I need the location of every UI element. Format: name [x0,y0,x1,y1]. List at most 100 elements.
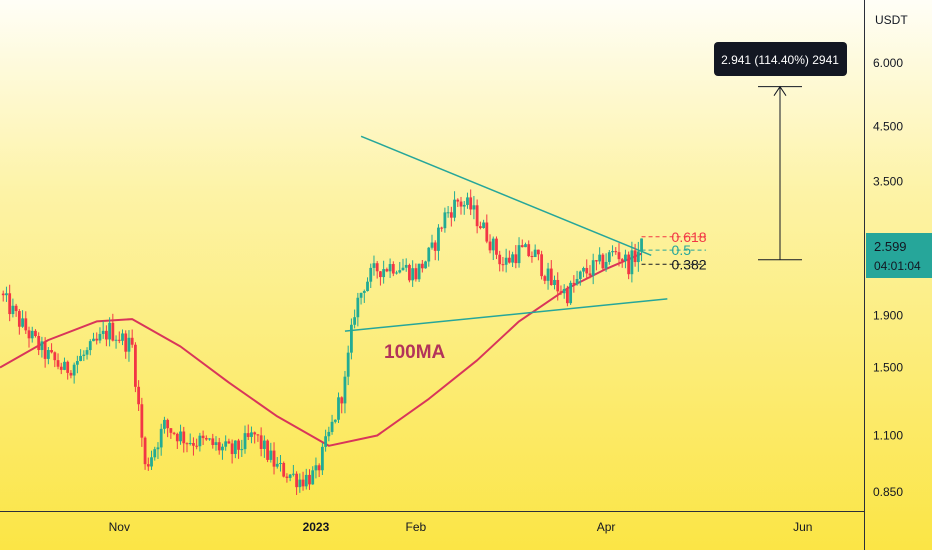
candle-body [466,197,469,205]
candle [308,469,311,490]
candle [372,255,376,276]
candle-body [214,442,218,445]
candle [250,426,253,444]
trendline-lower[interactable] [344,298,668,332]
current-price-value: 2.599 [874,239,907,254]
ma-line [0,252,642,447]
candle-body [69,372,73,376]
candle-body [475,205,479,227]
candle-body [636,251,640,263]
price-axis[interactable]: 6.000 4.500 3.500 1.900 1.500 1.100 0.850 [873,56,903,499]
candle-body [527,244,531,257]
time-axis[interactable]: Nov 2023 Feb Apr Jun [109,520,813,534]
candle-body [617,252,621,260]
ma-label: 100MA [384,342,446,363]
candle-body [414,268,418,280]
candle [430,234,434,250]
trendline-upper[interactable] [360,135,652,257]
candle-body [640,238,643,252]
candle-body [237,440,240,450]
candle [230,439,234,464]
candle [43,337,47,368]
candle-body [59,366,63,370]
candle [356,292,360,327]
candle [607,250,611,265]
candle [517,237,521,268]
candle [224,435,228,451]
candle-body [256,434,260,436]
candle-body [211,438,215,445]
candle-body [137,386,141,405]
candle-body [246,433,250,437]
candle-body [424,261,427,269]
fib-level: 0.382 [641,256,707,272]
candle [453,191,456,222]
candle-body [633,250,637,263]
candle [482,219,485,229]
candle-body [85,350,89,355]
candle-body [259,435,263,449]
candle-body [30,330,34,339]
price-tick-label: 6.000 [873,56,903,70]
candle-body [124,333,128,352]
candle-body [536,249,540,255]
candle [163,416,166,434]
candle [420,260,424,273]
candle-body [253,432,257,435]
candle [327,426,331,442]
candle-body [182,431,186,444]
candle [520,239,524,248]
candle [198,432,202,452]
price-tick-label: 4.500 [873,119,903,133]
candle-body [569,282,573,304]
time-tick-label: Jun [793,520,812,534]
candle [595,259,598,271]
candle [614,247,618,255]
candle [66,360,70,380]
candle-body [562,288,566,294]
candle [540,250,544,280]
candle [5,286,8,302]
candle-body [24,318,28,331]
candle [156,442,160,459]
candle [117,331,121,344]
candle-body [362,291,366,293]
candle [379,271,382,286]
candle [501,256,505,272]
candle [30,326,34,343]
candle [498,250,502,272]
candle [417,263,421,282]
candle [69,370,73,379]
fib-level: 0.5 [641,242,707,258]
candle [462,200,466,215]
candle-body [478,226,482,229]
candle-body [320,446,324,471]
candle-body [433,242,437,251]
candle [17,308,21,335]
candle-body [485,222,489,242]
candle [346,345,350,386]
candle-body [598,254,602,262]
candle-body [443,212,447,229]
candle [466,192,469,209]
candle-body [530,256,534,258]
candle [446,205,450,218]
measure-tool[interactable] [758,85,802,261]
candle-body [198,435,202,447]
candle-body [275,463,279,467]
candle [259,427,263,457]
candle [633,243,637,267]
candle-body [88,341,92,351]
candle [546,262,550,290]
candle [527,240,531,258]
candle [288,473,292,482]
candle [478,221,482,230]
fib-level-label: 0.618 [672,229,707,245]
candle [491,236,495,261]
candle-body [34,330,37,337]
candle-body [217,442,221,451]
candle-body [391,264,395,274]
candle-body [304,474,308,487]
